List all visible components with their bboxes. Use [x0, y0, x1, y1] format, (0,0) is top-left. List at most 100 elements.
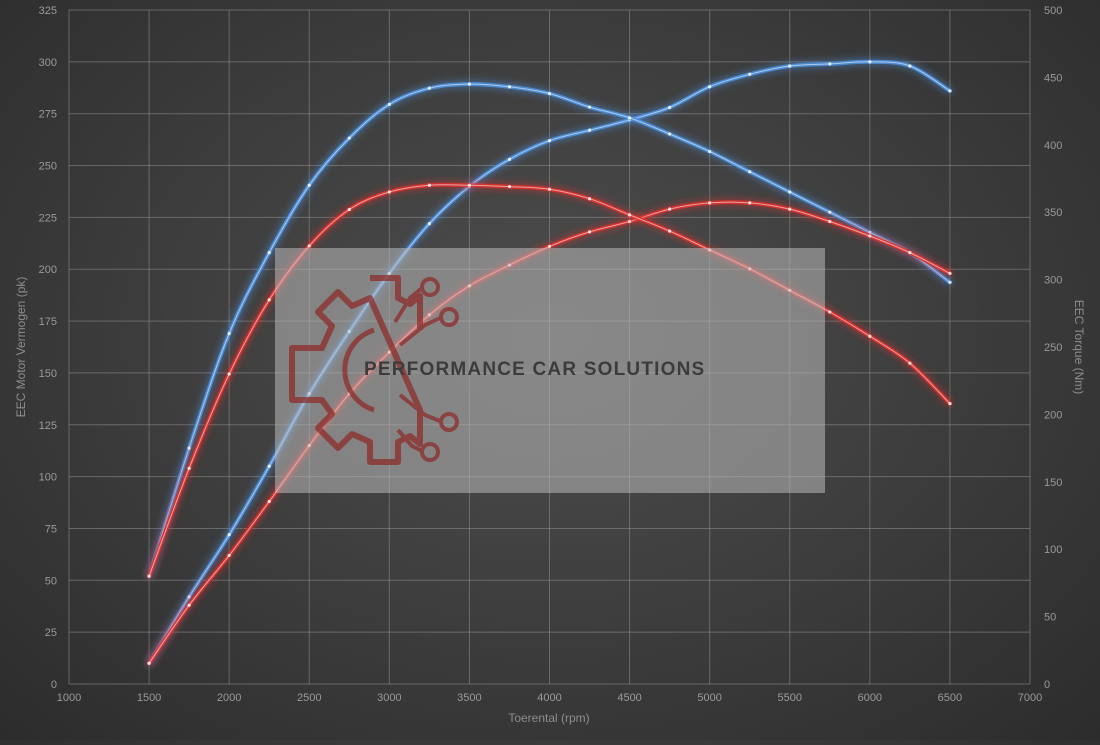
x-tick-label-0: 1000 — [57, 692, 81, 704]
x-tick-label-8: 5000 — [697, 692, 721, 704]
series-3-point-18 — [868, 334, 872, 338]
right-tick-label-0: 0 — [1044, 679, 1050, 691]
series-1-point-16 — [788, 190, 792, 194]
left-tick-label-11: 275 — [39, 109, 57, 121]
series-3-point-13 — [668, 229, 672, 233]
series-1-highlight — [148, 83, 951, 577]
left-tick-label-13: 325 — [39, 5, 57, 17]
series-2-point-16 — [788, 207, 792, 211]
series-1-point-17 — [828, 210, 832, 214]
right-tick-label-8: 400 — [1044, 140, 1062, 152]
series-3-point-11 — [587, 197, 592, 201]
x-tick-label-9: 5500 — [778, 692, 802, 704]
series-1-point-5 — [347, 136, 351, 140]
series-2-point-0 — [147, 661, 151, 665]
series-3-point-19 — [908, 361, 912, 365]
series-0-point-17 — [828, 62, 832, 66]
left-tick-label-5: 125 — [39, 420, 57, 432]
series-2-point-17 — [828, 219, 832, 224]
x-tick-label-10: 6000 — [858, 692, 882, 704]
x-tick-label-6: 4000 — [537, 692, 561, 704]
x-tick-label-12: 7000 — [1018, 692, 1042, 704]
left-tick-label-6: 150 — [39, 368, 57, 380]
series-3-point-0 — [147, 574, 151, 578]
series-2-point-12 — [627, 219, 632, 224]
series-3-point-10 — [547, 187, 552, 191]
series-2-point-18 — [868, 234, 872, 238]
series-1-point-10 — [547, 91, 552, 96]
series-0-point-11 — [587, 128, 592, 132]
series-0-point-13 — [668, 105, 672, 110]
series-2-point-13 — [668, 207, 672, 211]
series-2-point-3 — [267, 499, 271, 504]
series-1-point-9 — [507, 85, 512, 89]
series-2-point-19 — [908, 251, 912, 255]
right-tick-label-6: 300 — [1044, 275, 1062, 287]
left-tick-label-4: 100 — [39, 472, 57, 484]
x-axis-title: Toerental (rpm) — [508, 711, 589, 725]
series-0-point-3 — [267, 464, 271, 468]
right-tick-label-7: 350 — [1044, 207, 1062, 219]
right-tick-label-1: 50 — [1044, 612, 1056, 624]
series-1-point-13 — [668, 132, 672, 136]
left-axis-ticks: 0 25 50 75 100 125 150 175 200 225 250 275 300 325 — [39, 5, 57, 691]
series-1-point-6 — [387, 102, 391, 106]
series-2-point-2 — [227, 553, 231, 558]
series-2-point-11 — [587, 230, 592, 234]
left-tick-label-0: 0 — [51, 679, 57, 691]
right-tick-label-5: 250 — [1044, 342, 1062, 354]
series-0-point-15 — [748, 72, 752, 76]
series-1-point-4 — [307, 183, 311, 187]
right-axis-ticks: 0 50 100 150 200 250 300 350 400 450 500 — [1044, 5, 1062, 691]
series-0-point-9 — [507, 157, 512, 161]
left-tick-label-8: 200 — [39, 264, 57, 276]
x-tick-label-11: 6500 — [938, 692, 962, 704]
series-3-point-6 — [387, 190, 391, 194]
gear-circuit-icon — [289, 275, 459, 465]
right-tick-label-3: 150 — [1044, 477, 1062, 489]
watermark-text: PERFORMANCE CAR SOLUTIONS — [364, 359, 705, 380]
right-tick-label-9: 450 — [1044, 72, 1062, 84]
left-tick-label-1: 25 — [45, 627, 57, 639]
left-tick-label-9: 225 — [39, 212, 57, 224]
x-tick-label-1: 1500 — [137, 692, 161, 704]
left-tick-label-10: 250 — [39, 161, 57, 173]
left-tick-label-12: 300 — [39, 57, 57, 69]
series-1-point-11 — [587, 105, 592, 109]
right-tick-label-10: 500 — [1044, 5, 1062, 17]
series-0-point-19 — [908, 64, 912, 68]
series-0-point-16 — [788, 64, 792, 68]
series-1-point-3 — [267, 251, 271, 255]
series-2-point-20 — [948, 271, 952, 275]
series-2-point-15 — [748, 201, 752, 205]
series-1-point-15 — [748, 170, 752, 174]
left-tick-label-3: 75 — [45, 523, 57, 535]
series-3-point-20 — [948, 402, 952, 406]
series-1-point-2 — [227, 331, 231, 336]
left-tick-label-7: 175 — [39, 316, 57, 328]
series-1-point-8 — [467, 82, 472, 86]
left-axis-title: EEC Motor Vermogen (pk) — [14, 277, 28, 418]
series-0-point-1 — [187, 595, 191, 599]
series-2-point-1 — [187, 603, 191, 607]
series-1-point-7 — [427, 86, 431, 90]
series-0-point-20 — [948, 89, 952, 93]
x-tick-label-3: 2500 — [297, 692, 321, 704]
series-0-highlight — [148, 61, 951, 664]
series-1-point-12 — [627, 116, 632, 120]
x-tick-label-4: 3000 — [377, 692, 401, 704]
series-3-point-7 — [427, 183, 431, 187]
series-3-point-9 — [507, 184, 512, 189]
series-0-point-7 — [427, 222, 431, 226]
x-axis-ticks: 1000 1500 2000 2500 3000 3500 4000 4500 5000 5500… — [57, 692, 1042, 704]
x-tick-label-5: 3500 — [457, 692, 481, 704]
x-tick-label-2: 2000 — [217, 692, 241, 704]
watermark-panel — [275, 248, 825, 493]
series-2-point-10 — [547, 244, 552, 249]
series-3-point-17 — [828, 310, 832, 314]
series-0-point-14 — [708, 85, 712, 89]
watermark: PERFORMANCE CAR SOLUTIONS — [275, 248, 825, 493]
series-1-point-18 — [868, 230, 872, 235]
